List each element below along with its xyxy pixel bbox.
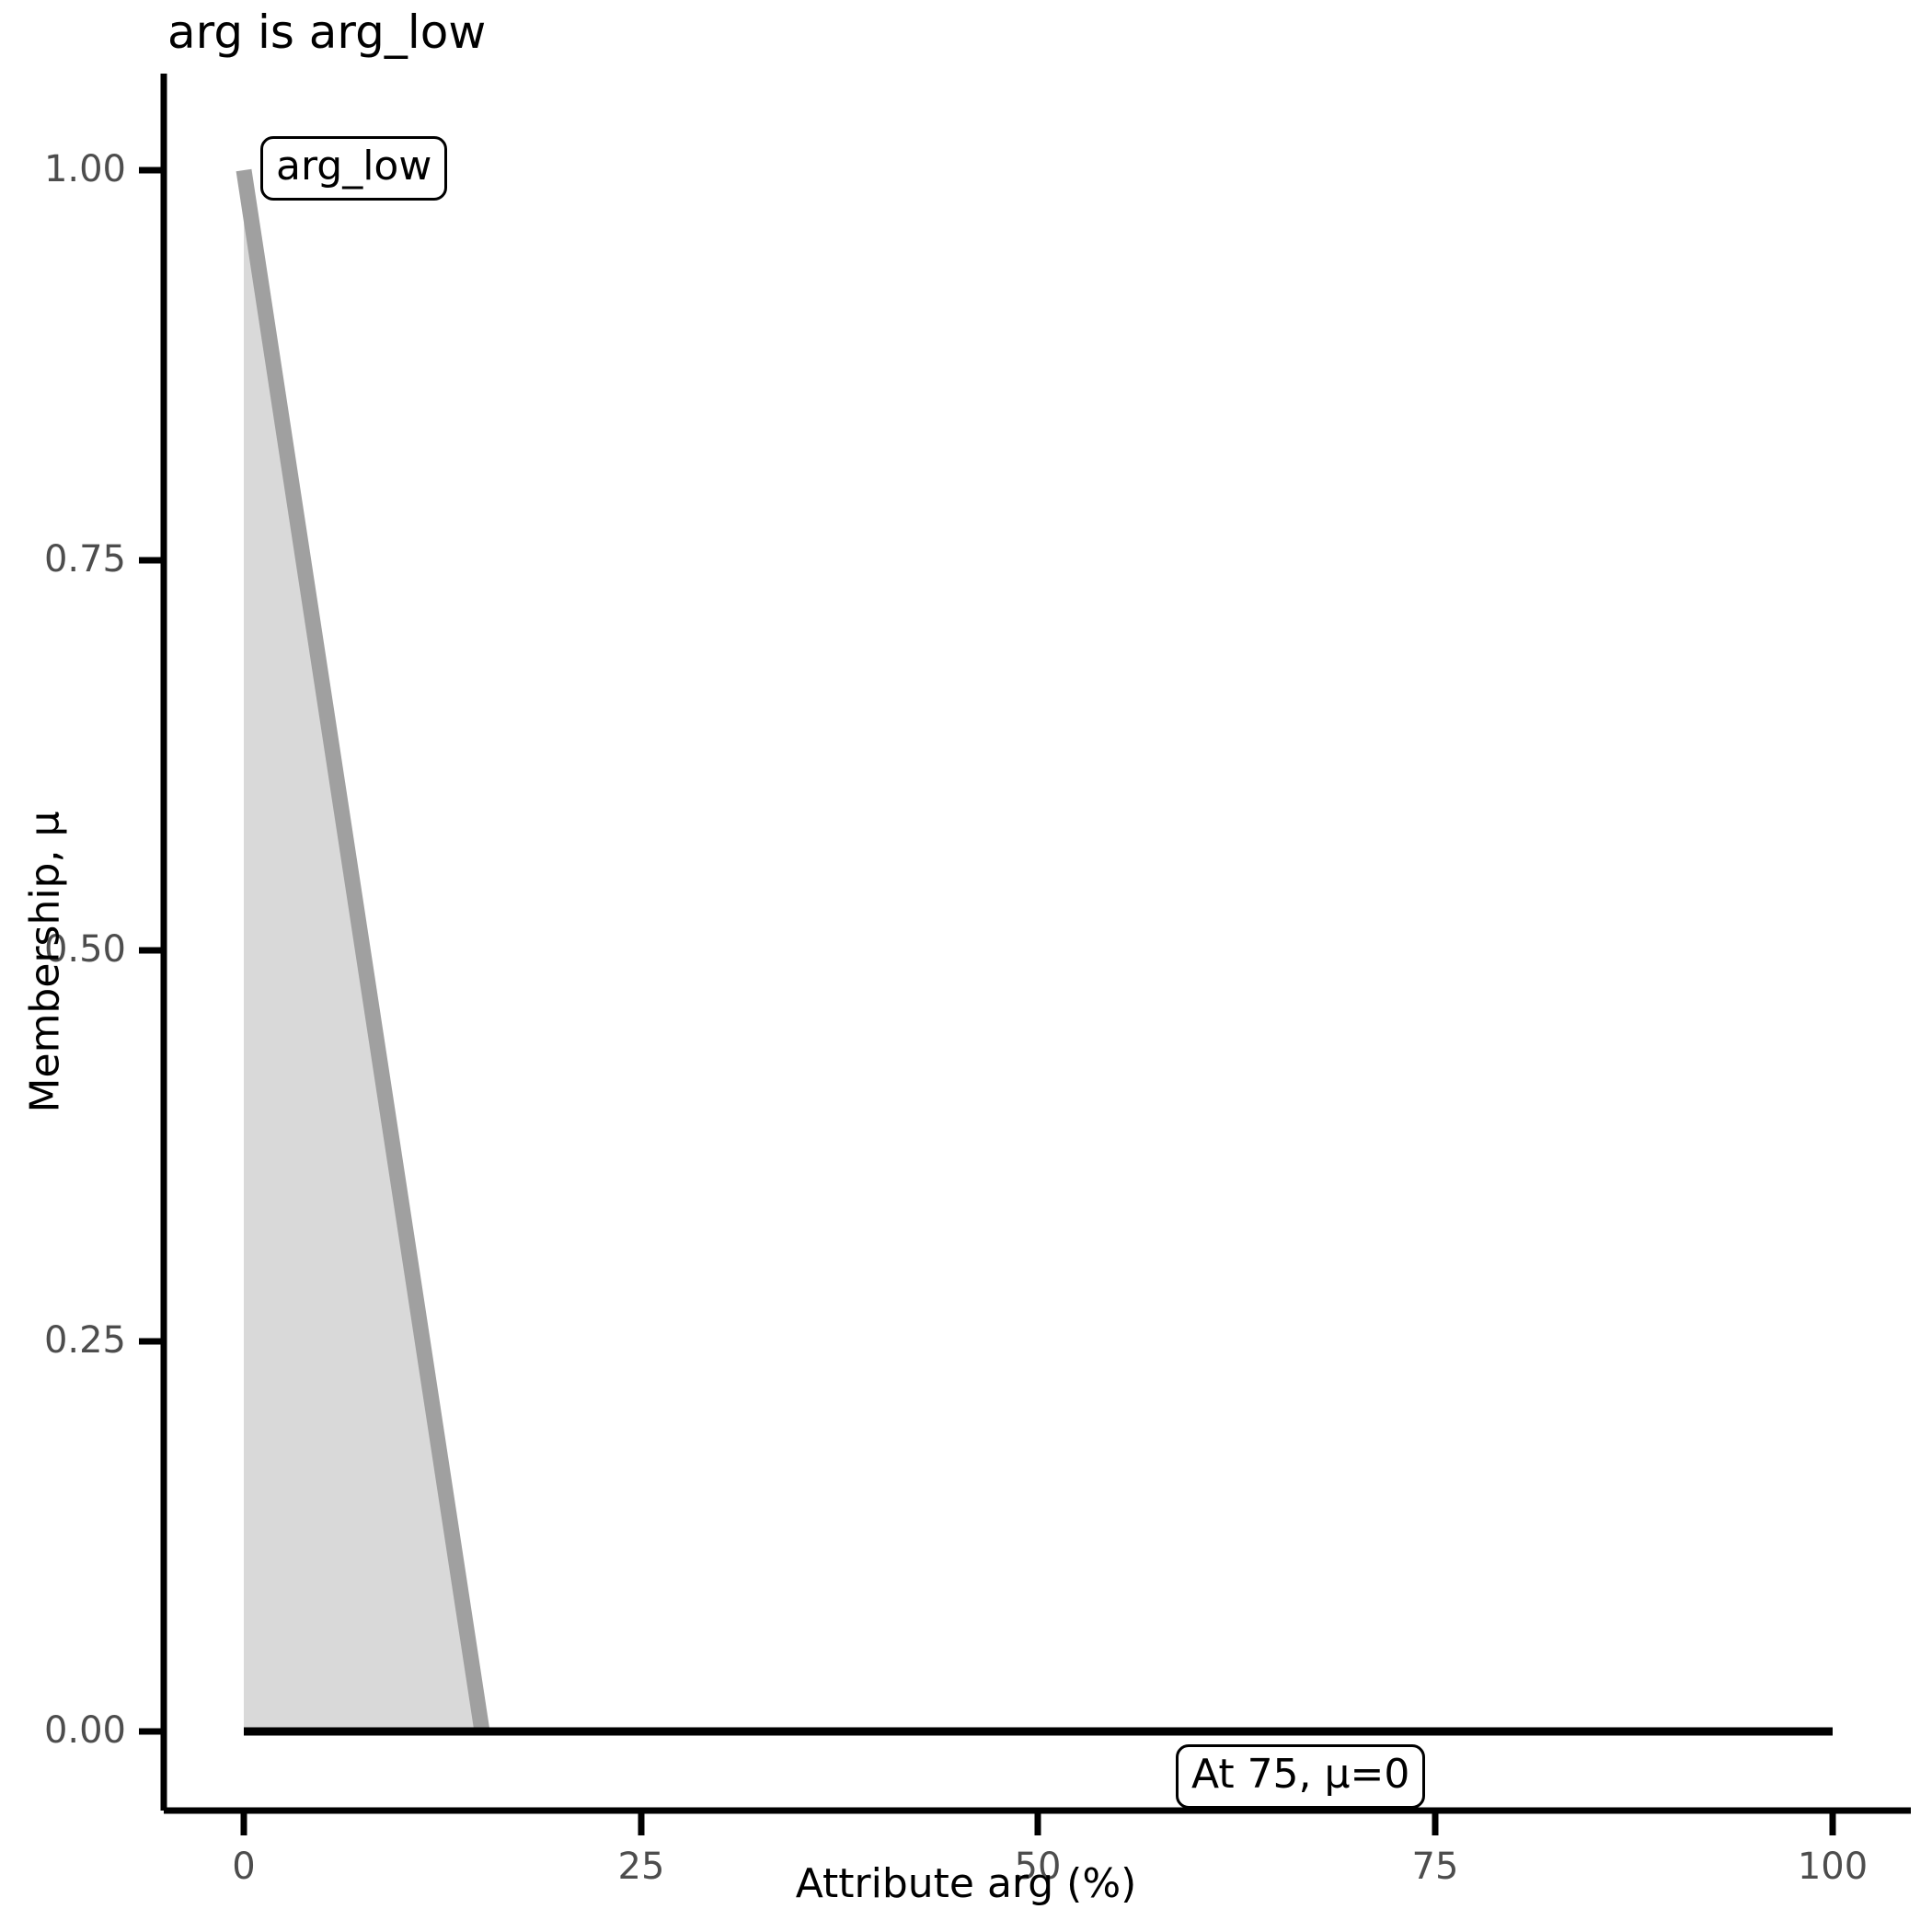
y-tick-label-0-50: 0.50: [43, 928, 126, 971]
chart-title: arg is arg_low: [167, 6, 487, 59]
x-tick-label-50: 50: [1014, 1846, 1062, 1888]
x-axis-ticks: [240, 1811, 1836, 1835]
x-tick-label-25: 25: [617, 1846, 665, 1888]
series-line-arg-low: [236, 168, 490, 1733]
x-tick-label-0: 0: [232, 1846, 256, 1888]
y-axis-title: Membership, μ: [21, 811, 69, 1113]
x-tick-label-100: 100: [1797, 1846, 1869, 1888]
y-tick-label-0-25: 0.25: [43, 1319, 126, 1362]
annotation-set-label: arg_low: [260, 136, 448, 201]
x-tick-label-75: 75: [1411, 1846, 1459, 1888]
y-tick-label-0-75: 0.75: [43, 538, 126, 581]
y-axis-ticks: [139, 167, 164, 1735]
annotation-evaluation: At 75, μ=0: [1176, 1744, 1426, 1809]
x-axis-title: Attribute arg (%): [795, 1860, 1137, 1907]
y-tick-label-1-00: 1.00: [43, 148, 126, 190]
y-tick-label-0-00: 0.00: [43, 1709, 126, 1752]
